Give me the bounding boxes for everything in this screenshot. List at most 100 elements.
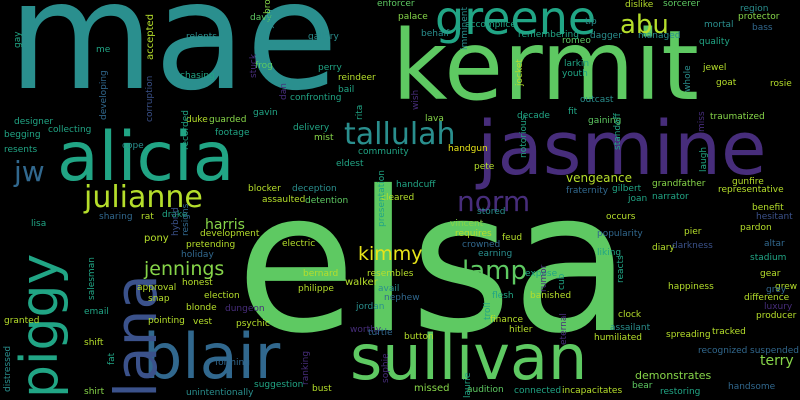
word: tracked (712, 327, 746, 337)
word: goat (716, 78, 737, 88)
word: mist (314, 133, 334, 143)
word: delivery (293, 123, 330, 133)
word: recognized (698, 346, 748, 356)
word: laurie (463, 372, 473, 398)
word: election (204, 291, 240, 301)
word: terry (760, 353, 794, 369)
word: fraternity (566, 186, 609, 196)
word: duke (186, 115, 208, 125)
word: whole (683, 65, 693, 92)
word: eternal (559, 313, 569, 345)
word: turtle (368, 328, 393, 338)
word: hesitant (756, 212, 793, 222)
word: vincent (450, 219, 484, 229)
word: narrator (652, 192, 689, 202)
word: reindeer (338, 73, 376, 83)
word: detention (305, 196, 349, 206)
word: suspended (750, 346, 799, 356)
word: stuck (249, 53, 259, 78)
word: lisa (31, 219, 47, 229)
word: sorcerer (663, 0, 700, 9)
word: decade (517, 111, 550, 121)
word: altar (764, 239, 785, 249)
word: spreading (666, 330, 711, 340)
word: grey (766, 285, 787, 295)
word: laugh (699, 146, 709, 172)
word: unintentionally (186, 388, 254, 398)
word: cleared (381, 193, 415, 203)
word: kimmy (358, 243, 423, 265)
word: behalf (421, 29, 450, 39)
word: sullivan (350, 321, 588, 394)
word: youth (562, 69, 588, 79)
word: button (404, 332, 434, 342)
word: pier (684, 227, 702, 237)
word: managed (638, 31, 681, 41)
word: gaining (588, 116, 622, 126)
word: missed (414, 383, 450, 394)
word: holiday (181, 250, 214, 260)
word: mortal (704, 20, 734, 30)
word: outcast (580, 95, 614, 105)
word: pete (474, 162, 495, 172)
word: electric (282, 239, 316, 249)
word: resembles (367, 269, 414, 279)
word: resents (4, 145, 38, 155)
word: flesh (492, 291, 514, 301)
word: suggestion (254, 380, 304, 390)
word: collecting (48, 125, 92, 135)
word: pretending (186, 240, 236, 250)
word: me (96, 45, 111, 55)
word: requires (455, 229, 492, 239)
word: nephew (384, 293, 420, 303)
word: bernard (303, 269, 339, 279)
word: difference (744, 293, 790, 303)
word: audition (467, 385, 504, 395)
word: davy (250, 13, 272, 23)
word: stadium (750, 253, 787, 263)
word: worthy (350, 325, 382, 335)
word: gallery (308, 32, 339, 42)
word: tallulah (344, 117, 456, 152)
word: rosie (770, 79, 792, 89)
word: cope (122, 141, 144, 151)
word: assaulted (262, 195, 306, 205)
word: hitler (509, 325, 533, 335)
word: brown (263, 0, 273, 14)
word: developing (99, 70, 109, 120)
word: walker (345, 277, 378, 288)
word: protector (738, 12, 780, 22)
word: hybrid (171, 207, 181, 236)
word: accomplice (465, 20, 516, 30)
word: elsa (236, 149, 632, 376)
word: chasing (180, 71, 215, 81)
word: bust (312, 384, 332, 394)
word: julianne (84, 180, 203, 215)
word: humiliated (594, 333, 642, 343)
word: email (84, 307, 109, 317)
word: banished (530, 291, 572, 301)
word: salesman (87, 257, 97, 300)
word: snap (148, 294, 170, 304)
word: pardon (740, 223, 772, 233)
word: forming (215, 358, 250, 368)
word: grandfather (652, 179, 706, 189)
word: drake (162, 210, 188, 220)
word: assailant (610, 323, 651, 333)
word: jasmine (477, 106, 767, 192)
word: fat (107, 352, 117, 365)
word: granted (4, 316, 40, 326)
word: incapacitates (562, 386, 623, 396)
word: shift (84, 338, 104, 348)
word: approval (137, 283, 177, 293)
word: norm (457, 185, 531, 218)
word: blocker (248, 184, 281, 194)
word: producer (756, 311, 797, 321)
word: rat (141, 212, 154, 222)
word: handcuff (396, 180, 436, 190)
word: distressed (3, 345, 13, 392)
word: joan (628, 194, 648, 204)
word: crowned (462, 240, 501, 250)
word: quality (699, 37, 730, 47)
